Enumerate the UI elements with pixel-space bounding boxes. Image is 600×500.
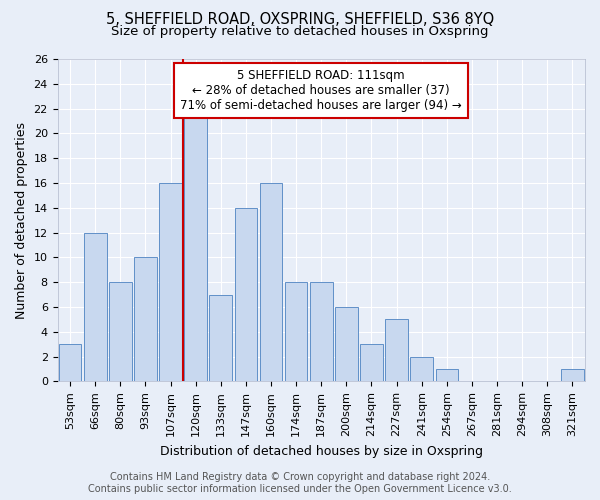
Text: Size of property relative to detached houses in Oxspring: Size of property relative to detached ho… bbox=[111, 25, 489, 38]
Bar bbox=[109, 282, 131, 382]
Bar bbox=[410, 356, 433, 382]
Bar bbox=[436, 369, 458, 382]
Bar bbox=[159, 183, 182, 382]
Text: Contains HM Land Registry data © Crown copyright and database right 2024.
Contai: Contains HM Land Registry data © Crown c… bbox=[88, 472, 512, 494]
Bar bbox=[285, 282, 307, 382]
X-axis label: Distribution of detached houses by size in Oxspring: Distribution of detached houses by size … bbox=[160, 444, 483, 458]
Bar bbox=[385, 320, 408, 382]
Bar bbox=[360, 344, 383, 382]
Bar bbox=[59, 344, 82, 382]
Bar bbox=[209, 294, 232, 382]
Bar bbox=[260, 183, 283, 382]
Text: 5 SHEFFIELD ROAD: 111sqm
← 28% of detached houses are smaller (37)
71% of semi-d: 5 SHEFFIELD ROAD: 111sqm ← 28% of detach… bbox=[181, 68, 462, 112]
Bar bbox=[84, 232, 107, 382]
Bar bbox=[184, 108, 207, 382]
Bar bbox=[310, 282, 332, 382]
Bar bbox=[235, 208, 257, 382]
Bar bbox=[134, 258, 157, 382]
Y-axis label: Number of detached properties: Number of detached properties bbox=[15, 122, 28, 318]
Text: 5, SHEFFIELD ROAD, OXSPRING, SHEFFIELD, S36 8YQ: 5, SHEFFIELD ROAD, OXSPRING, SHEFFIELD, … bbox=[106, 12, 494, 28]
Bar bbox=[335, 307, 358, 382]
Bar bbox=[561, 369, 584, 382]
